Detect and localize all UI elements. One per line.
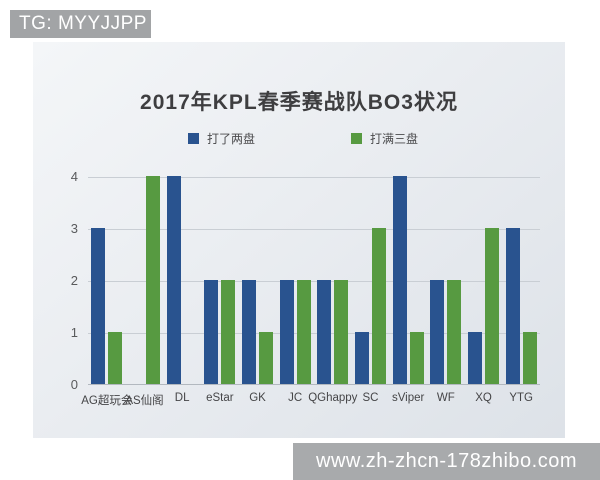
bar-打了两盘-WF (430, 280, 445, 384)
y-tick-label: 2 (70, 273, 78, 288)
watermark-bar: www.zh-zhcn-178zhibo.com (293, 443, 600, 480)
bar-打了两盘-GK (242, 280, 256, 384)
legend-swatch (351, 133, 362, 144)
bar-打了两盘-SC (355, 332, 369, 384)
x-axis-label: JC (288, 392, 303, 404)
x-axis-label: AS仙阁 (125, 395, 164, 407)
legend-label: 打满三盘 (370, 132, 419, 146)
legend-label: 打了两盘 (207, 132, 256, 146)
x-axis-line (88, 384, 540, 385)
gridline (88, 281, 540, 282)
bar-打满三盘-sViper (409, 332, 424, 384)
y-tick-label: 4 (70, 169, 78, 184)
bar-打满三盘-XQ (485, 228, 499, 384)
legend-swatch (188, 133, 199, 144)
chart-card: 2017年KPL春季赛战队BO3状况 打了两盘 打满三盘 AG超玩会 AS仙阁 DL e… (33, 42, 565, 438)
y-tick-label: 0 (70, 377, 78, 392)
bar-打了两盘-JC (279, 280, 294, 384)
bar-打满三盘-AS仙阁 (146, 176, 160, 384)
bar-打了两盘-AG超玩会 (91, 228, 106, 384)
bar-打了两盘-DL (166, 176, 181, 384)
chart-title: 2017年KPL春季赛战队BO3状况 (140, 91, 458, 114)
bar-打满三盘-YTG (522, 332, 537, 384)
bar-打了两盘-QGhappy (317, 280, 332, 384)
x-axis-label: QGhappy (308, 392, 358, 404)
bar-打满三盘-eStar (221, 280, 236, 384)
bar-打满三盘-QGhappy (334, 280, 349, 384)
x-axis-label: XQ (475, 392, 492, 404)
bar-打了两盘-XQ (468, 332, 482, 384)
bar-打满三盘-WF (447, 280, 462, 384)
x-axis-label: GK (249, 392, 266, 404)
bar-打了两盘-YTG (505, 228, 520, 384)
bar-打满三盘-JC (296, 280, 311, 384)
gridline (88, 333, 540, 334)
plot-area (88, 176, 540, 385)
x-axis-label: SC (362, 392, 379, 404)
bar-打满三盘-GK (259, 332, 273, 384)
y-tick-label: 3 (70, 221, 78, 236)
x-axis-label: WF (436, 392, 455, 404)
y-tick-label: 1 (70, 325, 78, 340)
x-axis-label: DL (174, 392, 190, 404)
tg-banner: TG: MYYJJPP (10, 10, 151, 38)
bar-打满三盘-AG超玩会 (108, 332, 123, 384)
bar-打了两盘-sViper (392, 176, 407, 384)
legend-item: 打满三盘 (351, 130, 418, 147)
x-axis-label: AG超玩会 (81, 395, 133, 407)
legend-item: 打了两盘 (188, 130, 255, 147)
gridline (88, 229, 540, 230)
x-axis-label: sViper (391, 392, 425, 404)
bar-打满三盘-SC (372, 228, 386, 384)
x-axis-label: YTG (509, 392, 533, 404)
x-axis-label: eStar (206, 392, 234, 404)
gridline (88, 177, 540, 178)
bar-打了两盘-eStar (204, 280, 219, 384)
